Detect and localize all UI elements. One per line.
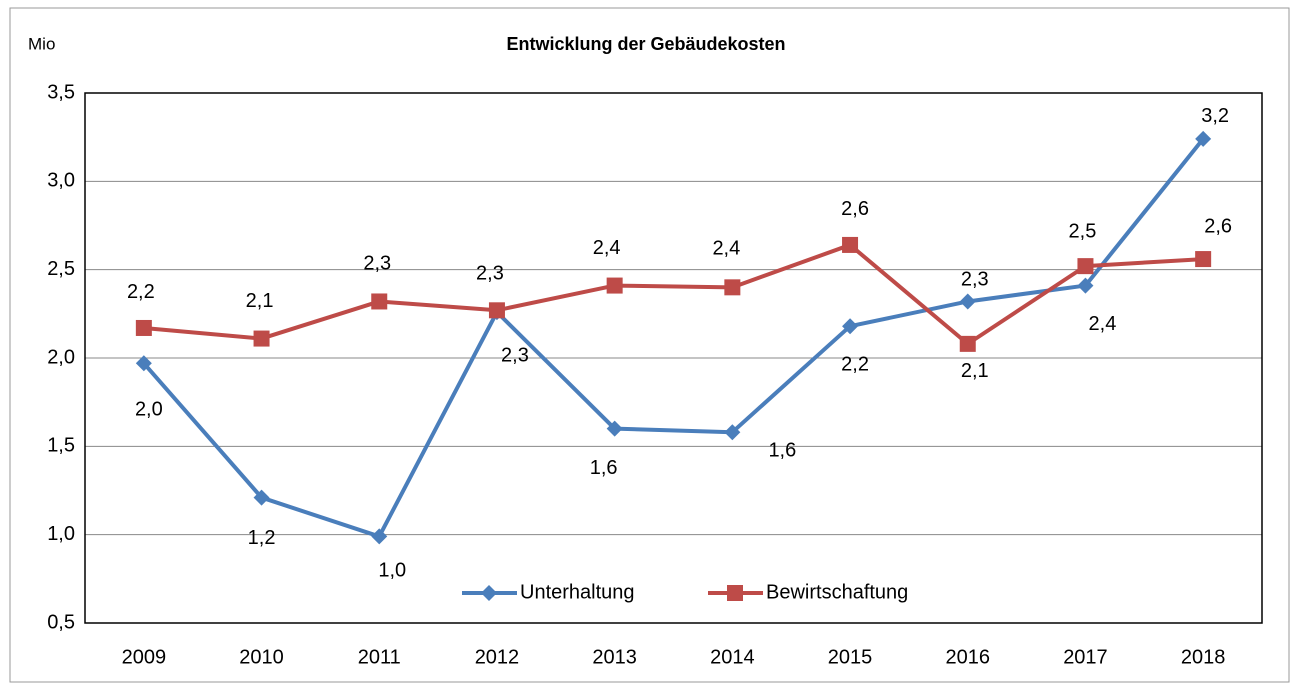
marker <box>724 279 741 296</box>
y-unit: Mio <box>28 34 55 53</box>
data-label: 2,3 <box>363 253 391 275</box>
data-label: 2,2 <box>127 281 155 303</box>
x-tick-label: 2010 <box>239 646 284 668</box>
x-tick-label: 2016 <box>946 646 991 668</box>
data-label: 2,0 <box>135 399 163 421</box>
marker <box>727 585 743 601</box>
y-tick-label: 3,5 <box>47 81 75 103</box>
marker <box>606 277 623 294</box>
marker <box>1077 258 1094 275</box>
y-tick-label: 1,5 <box>47 435 75 457</box>
data-label: 2,1 <box>246 290 274 312</box>
marker <box>842 236 859 253</box>
x-tick-label: 2009 <box>122 646 167 668</box>
chart-title: Entwicklung der Gebäudekosten <box>506 34 785 54</box>
plot-border <box>84 92 1263 624</box>
data-label: 2,5 <box>1069 220 1097 242</box>
data-label: 2,3 <box>476 263 504 285</box>
data-label: 1,6 <box>768 439 796 461</box>
marker <box>959 335 976 352</box>
marker <box>253 489 270 506</box>
marker <box>253 330 270 347</box>
data-label: 2,6 <box>841 198 869 220</box>
y-tick-label: 2,5 <box>47 258 75 280</box>
data-label: 2,6 <box>1204 215 1232 237</box>
y-tick-label: 0,5 <box>47 611 75 633</box>
marker <box>488 302 505 319</box>
data-label: 2,4 <box>593 237 621 259</box>
data-label: 2,1 <box>961 360 989 382</box>
x-tick-label: 2013 <box>592 646 637 668</box>
data-label: 1,2 <box>248 527 276 549</box>
marker <box>371 528 388 545</box>
marker <box>135 319 152 336</box>
x-tick-label: 2012 <box>475 646 520 668</box>
data-label: 2,3 <box>501 344 529 366</box>
data-label: 1,6 <box>590 457 618 479</box>
x-tick-label: 2017 <box>1063 646 1108 668</box>
marker <box>371 293 388 310</box>
legend-label: Unterhaltung <box>520 581 635 603</box>
marker <box>481 585 497 601</box>
series-line <box>142 137 1205 539</box>
series-line <box>143 242 1204 346</box>
y-tick-label: 2,0 <box>47 346 75 368</box>
marker <box>959 293 976 310</box>
y-tick-label: 3,0 <box>47 170 75 192</box>
data-label: 1,0 <box>378 560 406 582</box>
marker <box>135 355 152 372</box>
legend-label: Bewirtschaftung <box>766 581 908 603</box>
marker <box>1195 251 1212 268</box>
data-label: 2,4 <box>1089 313 1117 335</box>
x-tick-label: 2018 <box>1181 646 1226 668</box>
data-label: 2,4 <box>712 238 740 260</box>
marker <box>724 424 741 441</box>
data-label: 2,2 <box>841 353 869 375</box>
y-tick-label: 1,0 <box>47 523 75 545</box>
marker <box>842 318 859 335</box>
marker <box>1195 130 1212 147</box>
x-tick-label: 2011 <box>358 646 401 668</box>
chart-border <box>9 7 1290 683</box>
marker <box>606 420 623 437</box>
x-tick-label: 2015 <box>828 646 873 668</box>
data-label: 3,2 <box>1201 105 1229 127</box>
marker <box>1077 277 1094 294</box>
data-label: 2,3 <box>961 269 989 291</box>
x-tick-label: 2014 <box>710 646 755 668</box>
